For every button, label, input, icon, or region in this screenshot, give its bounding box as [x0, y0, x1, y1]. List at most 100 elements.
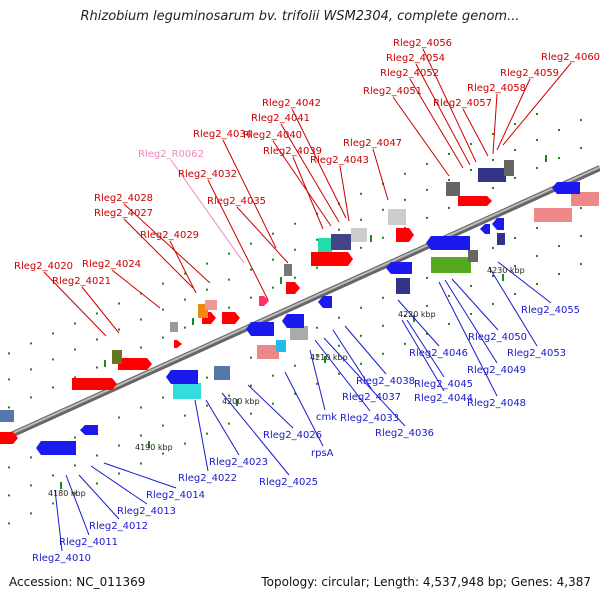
tick-dot: [96, 454, 98, 457]
reverse-gene-label-rleg2_4023[interactable]: Rleg2_4023: [209, 457, 268, 468]
gene-block-feature[interactable]: [173, 383, 201, 399]
reverse-gene-feature[interactable]: [80, 425, 98, 435]
forward-gene-label-rleg2_4042[interactable]: Rleg2_4042: [262, 98, 321, 109]
forward-gene-label-rleg2_4028[interactable]: Rleg2_4028: [94, 193, 153, 204]
gene-block-feature[interactable]: [534, 208, 572, 222]
reverse-gene-label-rleg2_4022[interactable]: Rleg2_4022: [178, 473, 237, 484]
gene-block-feature[interactable]: [431, 257, 471, 273]
reverse-gene-label-rleg2_4049[interactable]: Rleg2_4049: [467, 365, 526, 376]
gene-block-feature[interactable]: [290, 326, 308, 340]
reverse-gene-label-rleg2_4044[interactable]: Rleg2_4044: [414, 393, 473, 404]
reverse-gene-label-rleg2_4033[interactable]: Rleg2_4033: [340, 413, 399, 424]
gene-block-feature[interactable]: [284, 264, 292, 276]
gene-block-feature[interactable]: [468, 250, 478, 262]
forward-gene-label-rleg2_4021[interactable]: Rleg2_4021: [52, 276, 111, 287]
gene-block-feature[interactable]: [257, 345, 279, 359]
gene-block-feature[interactable]: [497, 233, 505, 245]
forward-gene-label-rleg2_4029[interactable]: Rleg2_4029: [140, 230, 199, 241]
forward-gene-feature[interactable]: [396, 228, 414, 242]
reverse-gene-feature[interactable]: [492, 218, 504, 230]
forward-gene-label-rleg2_4057[interactable]: Rleg2_4057: [433, 98, 492, 109]
reverse-gene-label-rleg2_4026[interactable]: Rleg2_4026: [263, 430, 322, 441]
reverse-gene-label-rleg2_4037[interactable]: Rleg2_4037: [342, 392, 401, 403]
reverse-gene-feature[interactable]: [282, 314, 304, 328]
reverse-gene-feature[interactable]: [386, 262, 412, 274]
reverse-gene-label-rleg2_4048[interactable]: Rleg2_4048: [467, 398, 526, 409]
map-title: Rhizobium leguminosarum bv. trifolii WSM…: [80, 9, 520, 24]
forward-gene-label-rleg2_4024[interactable]: Rleg2_4024: [82, 259, 141, 270]
forward-gene-label-rleg2_4020[interactable]: Rleg2_4020: [14, 261, 73, 272]
forward-gene-feature[interactable]: [286, 282, 300, 294]
forward-gene-label-rleg2_4056[interactable]: Rleg2_4056: [393, 38, 452, 49]
gene-block-feature[interactable]: [170, 322, 178, 332]
reverse-gene-feature[interactable]: [480, 224, 490, 234]
reverse-gene-label-rleg2_4046[interactable]: Rleg2_4046: [409, 348, 468, 359]
forward-gene-label-rleg2_4051[interactable]: Rleg2_4051: [363, 86, 422, 97]
reverse-gene-label-rleg2_4050[interactable]: Rleg2_4050: [468, 332, 527, 343]
reverse-gene-label-rleg2_4038[interactable]: Rleg2_4038: [356, 376, 415, 387]
forward-gene-feature[interactable]: [174, 340, 182, 348]
reverse-gene-feature[interactable]: [426, 236, 470, 250]
tick-dot: [184, 414, 186, 417]
forward-gene-label-rleg2_4058[interactable]: Rleg2_4058: [467, 83, 526, 94]
forward-gene-label-rleg2_4059[interactable]: Rleg2_4059: [500, 68, 559, 79]
forward-gene-label-rleg2_4054[interactable]: Rleg2_4054: [386, 53, 445, 64]
gene-block-feature[interactable]: [388, 209, 406, 225]
reverse-gene-label-rleg2_4036[interactable]: Rleg2_4036: [375, 428, 434, 439]
gene-block-feature[interactable]: [214, 366, 230, 380]
gene-block-feature[interactable]: [478, 168, 506, 182]
gene-block-feature[interactable]: [571, 192, 599, 206]
reverse-gene-label-rleg2_4053[interactable]: Rleg2_4053: [507, 348, 566, 359]
forward-gene-label-rleg2_4052[interactable]: Rleg2_4052: [380, 68, 439, 79]
reverse-gene-feature[interactable]: [318, 296, 332, 308]
forward-gene-feature[interactable]: [222, 312, 240, 324]
reverse-gene-feature[interactable]: [36, 441, 76, 455]
forward-gene-feature[interactable]: [458, 196, 492, 206]
gene-block-feature[interactable]: [446, 182, 460, 196]
forward-gene-label-rleg2_4034[interactable]: Rleg2_4034: [193, 129, 252, 140]
forward-gene-feature[interactable]: [259, 296, 269, 306]
reverse-gene-feature[interactable]: [552, 182, 580, 194]
reverse-gene-label-rpsa[interactable]: rpsA: [311, 448, 334, 459]
reverse-gene-feature[interactable]: [246, 322, 274, 336]
reverse-gene-label-rleg2_4045[interactable]: Rleg2_4045: [414, 379, 473, 390]
reverse-gene-label-rleg2_4055[interactable]: Rleg2_4055: [521, 305, 580, 316]
forward-gene-label-rleg2_4035[interactable]: Rleg2_4035: [207, 196, 266, 207]
gene-block-feature[interactable]: [198, 304, 208, 318]
reverse-gene-feature[interactable]: [166, 370, 198, 384]
tick-dot: [294, 364, 296, 367]
forward-gene-label-rleg2_4027[interactable]: Rleg2_4027: [94, 208, 153, 219]
gene-block-feature[interactable]: [396, 278, 410, 294]
forward-gene-label-rleg2_4041[interactable]: Rleg2_4041: [251, 113, 310, 124]
forward-gene-feature[interactable]: [118, 358, 152, 370]
gene-block-feature[interactable]: [504, 160, 514, 176]
forward-gene-label-rleg2_4040[interactable]: Rleg2_4040: [243, 130, 302, 141]
gene-block-feature[interactable]: [331, 234, 351, 250]
forward-gene-label-rleg2_4043[interactable]: Rleg2_4043: [310, 155, 369, 166]
rna-gene-label-rleg2_r0062[interactable]: Rleg2_R0062: [138, 149, 204, 160]
forward-gene-feature[interactable]: [72, 378, 117, 390]
gene-block-feature[interactable]: [112, 350, 122, 364]
reverse-gene-label-rleg2_4013[interactable]: Rleg2_4013: [117, 506, 176, 517]
forward-gene-label-rleg2_4039[interactable]: Rleg2_4039: [263, 146, 322, 157]
gene-block-feature[interactable]: [276, 340, 286, 352]
forward-gene-label-rleg2_4047[interactable]: Rleg2_4047: [343, 138, 402, 149]
forward-gene-label-rleg2_4060[interactable]: Rleg2_4060: [541, 52, 600, 63]
reverse-gene-label-rleg2_4011[interactable]: Rleg2_4011: [59, 537, 118, 548]
gene-block-feature[interactable]: [318, 238, 332, 252]
gene-block-feature[interactable]: [205, 300, 217, 310]
reverse-gene-label-rleg2_4012[interactable]: Rleg2_4012: [89, 521, 148, 532]
reverse-gene-label-cmk[interactable]: cmk: [316, 412, 337, 423]
reverse-gene-label-rleg2_4014[interactable]: Rleg2_4014: [146, 490, 205, 501]
forward-gene-label-rleg2_4032[interactable]: Rleg2_4032: [178, 169, 237, 180]
gene-block-feature[interactable]: [351, 228, 367, 242]
gene-labels[interactable]: Rleg2_4020 Rleg2_4021 Rleg2_4024 Rleg2_4027…: [14, 38, 600, 564]
reverse-gene-label-rleg2_4025[interactable]: Rleg2_4025: [259, 477, 318, 488]
forward-gene-feature[interactable]: [311, 252, 353, 266]
gene-block-feature[interactable]: [0, 410, 14, 422]
reverse-gene-label-rleg2_4010[interactable]: Rleg2_4010: [32, 553, 91, 564]
tick-dot: [492, 158, 494, 161]
gene-features[interactable]: [0, 160, 599, 455]
forward-gene-feature[interactable]: [0, 432, 18, 444]
